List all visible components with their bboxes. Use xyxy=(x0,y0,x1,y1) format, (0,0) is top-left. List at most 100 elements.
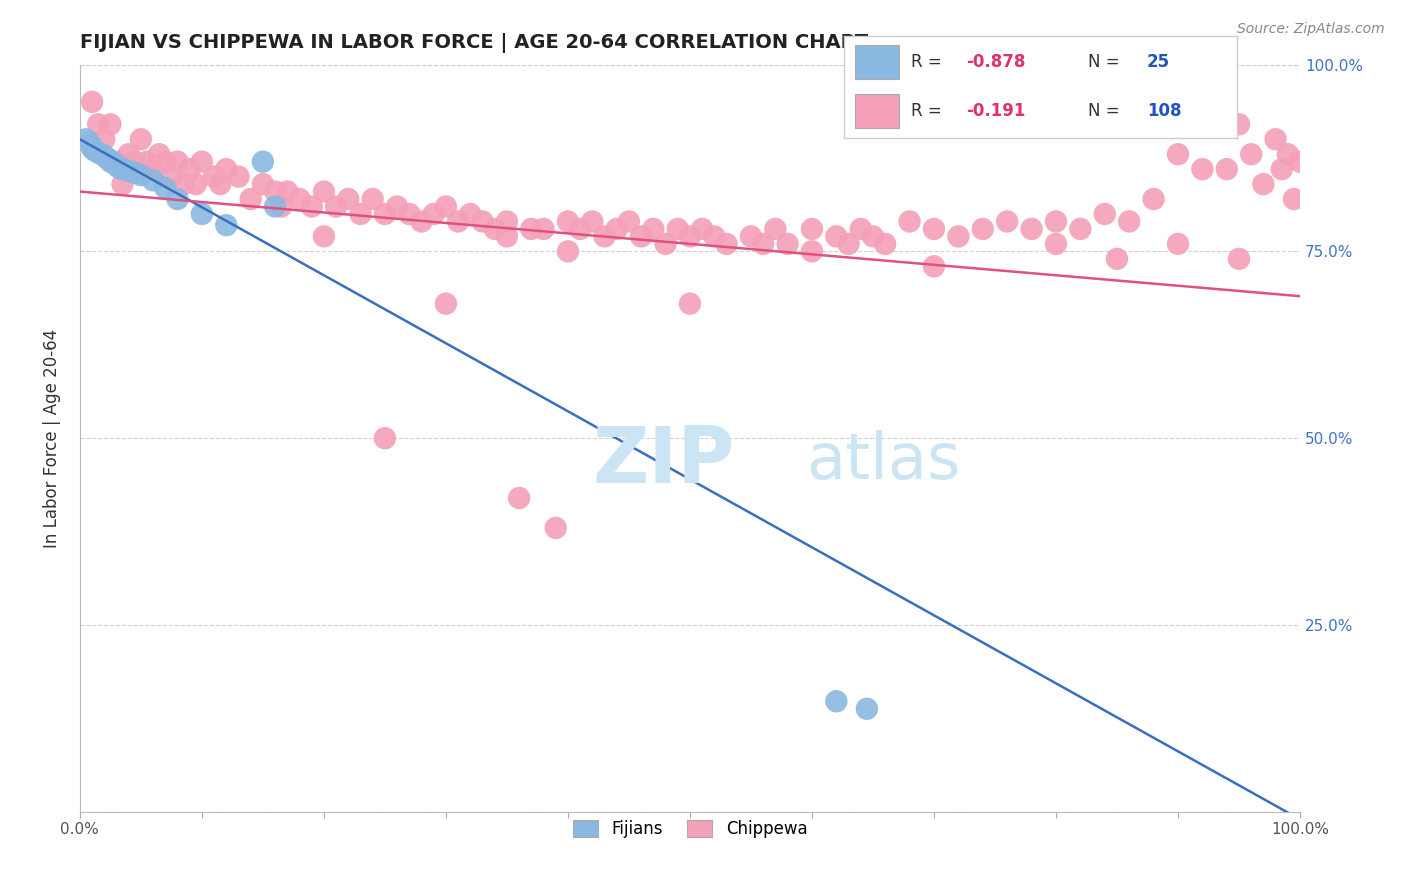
Point xyxy=(752,236,775,251)
Point xyxy=(411,214,433,228)
Point xyxy=(124,154,146,169)
Text: Source: ZipAtlas.com: Source: ZipAtlas.com xyxy=(1237,22,1385,37)
Point xyxy=(1277,147,1299,161)
Point xyxy=(184,177,207,191)
Text: 25: 25 xyxy=(1147,53,1170,70)
Point xyxy=(776,236,799,251)
Point xyxy=(276,185,298,199)
Point xyxy=(1191,162,1213,177)
Point xyxy=(105,158,128,172)
Point xyxy=(1253,177,1275,191)
Point xyxy=(191,154,214,169)
Point xyxy=(716,236,738,251)
Point xyxy=(422,207,444,221)
Point xyxy=(875,236,897,251)
Point xyxy=(166,154,188,169)
Point xyxy=(654,236,676,251)
Point xyxy=(1216,162,1239,177)
Point xyxy=(374,431,396,445)
Point xyxy=(690,222,713,236)
Point xyxy=(800,244,823,259)
Point xyxy=(374,207,396,221)
Point xyxy=(862,229,884,244)
Text: N =: N = xyxy=(1088,53,1125,70)
Point xyxy=(202,169,225,184)
Point xyxy=(606,222,628,236)
Point xyxy=(703,229,725,244)
Point xyxy=(643,222,665,236)
Point xyxy=(325,200,347,214)
Point xyxy=(1167,236,1189,251)
Point xyxy=(93,149,115,163)
Point xyxy=(948,229,970,244)
Point xyxy=(337,192,360,206)
Point xyxy=(679,229,702,244)
Point xyxy=(1240,147,1263,161)
Point xyxy=(484,222,506,236)
Point xyxy=(763,222,786,236)
Point xyxy=(1227,252,1250,266)
Text: 108: 108 xyxy=(1147,102,1181,120)
Point xyxy=(83,144,105,158)
Point xyxy=(100,154,122,169)
Point xyxy=(740,229,762,244)
Point xyxy=(1264,132,1286,146)
Point xyxy=(825,694,848,708)
Point xyxy=(264,185,287,199)
Point xyxy=(1069,222,1091,236)
Point xyxy=(617,214,640,228)
Point xyxy=(103,156,125,170)
Point xyxy=(1045,236,1067,251)
Point xyxy=(508,491,530,505)
Point xyxy=(544,521,567,535)
Point xyxy=(460,207,482,221)
Point xyxy=(173,177,195,191)
Point xyxy=(434,296,457,310)
Point xyxy=(129,168,152,182)
Point xyxy=(569,222,592,236)
Point xyxy=(1142,192,1164,206)
Point xyxy=(825,229,848,244)
Point xyxy=(239,192,262,206)
Point xyxy=(1094,207,1116,221)
Point xyxy=(1227,117,1250,131)
Text: FIJIAN VS CHIPPEWA IN LABOR FORCE | AGE 20-64 CORRELATION CHART: FIJIAN VS CHIPPEWA IN LABOR FORCE | AGE … xyxy=(80,33,868,53)
Legend: Fijians, Chippewa: Fijians, Chippewa xyxy=(565,814,814,845)
Point xyxy=(288,192,311,206)
Point xyxy=(972,222,994,236)
Point xyxy=(471,214,494,228)
Point xyxy=(93,132,115,146)
Point xyxy=(679,296,702,310)
Point xyxy=(87,145,110,160)
Point xyxy=(252,154,274,169)
Point xyxy=(209,177,232,191)
Point xyxy=(264,200,287,214)
Point xyxy=(898,214,921,228)
Point xyxy=(79,136,101,150)
Point xyxy=(191,207,214,221)
Point xyxy=(136,154,159,169)
Point xyxy=(1021,222,1043,236)
Point xyxy=(434,200,457,214)
Point xyxy=(87,117,110,131)
Point xyxy=(385,200,408,214)
Point xyxy=(1167,147,1189,161)
Point xyxy=(1105,252,1128,266)
Point xyxy=(922,260,945,274)
Point xyxy=(520,222,543,236)
Point xyxy=(252,177,274,191)
FancyBboxPatch shape xyxy=(855,45,898,78)
Point xyxy=(80,95,103,109)
Text: atlas: atlas xyxy=(806,430,960,491)
Point xyxy=(312,229,335,244)
Point xyxy=(75,132,97,146)
Y-axis label: In Labor Force | Age 20-64: In Labor Force | Age 20-64 xyxy=(44,328,60,548)
Point xyxy=(100,117,122,131)
Point xyxy=(124,166,146,180)
Text: -0.878: -0.878 xyxy=(966,53,1025,70)
Point xyxy=(581,214,603,228)
Point xyxy=(1282,192,1305,206)
Point xyxy=(118,147,141,161)
Point xyxy=(1271,162,1294,177)
Point xyxy=(179,162,201,177)
